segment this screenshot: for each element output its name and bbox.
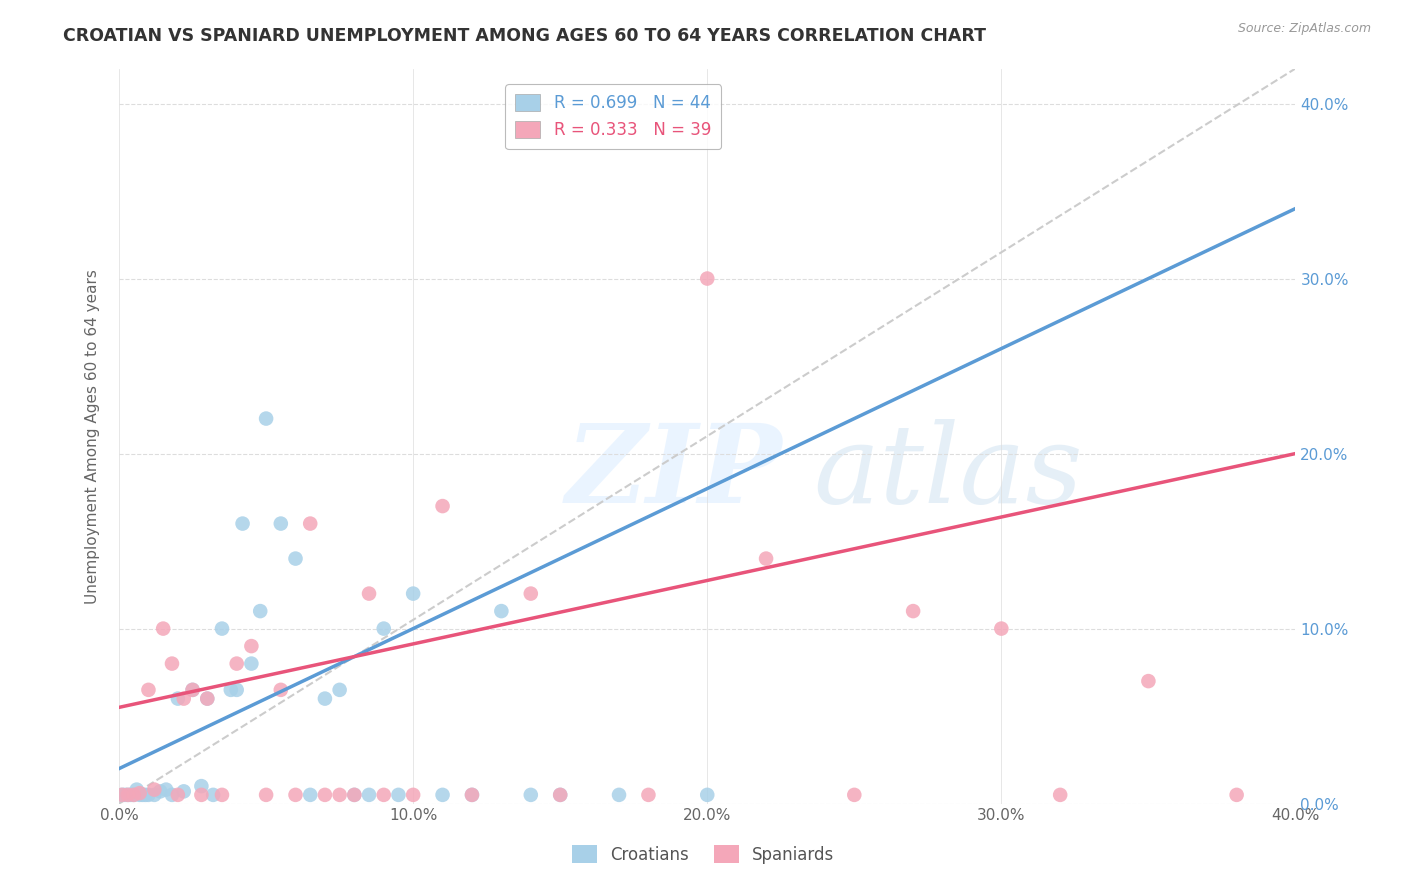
Point xyxy=(284,788,307,802)
Point xyxy=(173,691,195,706)
Point xyxy=(111,788,134,802)
Point xyxy=(461,788,484,802)
Text: CROATIAN VS SPANIARD UNEMPLOYMENT AMONG AGES 60 TO 64 YEARS CORRELATION CHART: CROATIAN VS SPANIARD UNEMPLOYMENT AMONG … xyxy=(63,27,986,45)
Point xyxy=(314,788,336,802)
Point xyxy=(181,682,204,697)
Point xyxy=(181,682,204,697)
Point xyxy=(249,604,271,618)
Legend: Croatians, Spaniards: Croatians, Spaniards xyxy=(565,838,841,871)
Point xyxy=(491,604,513,618)
Point xyxy=(270,516,292,531)
Text: Source: ZipAtlas.com: Source: ZipAtlas.com xyxy=(1237,22,1371,36)
Point xyxy=(696,788,718,802)
Point xyxy=(402,586,425,600)
Text: atlas: atlas xyxy=(813,419,1083,526)
Point xyxy=(190,788,212,802)
Point xyxy=(114,788,136,802)
Point xyxy=(240,639,263,653)
Point xyxy=(122,788,145,802)
Point xyxy=(240,657,263,671)
Point xyxy=(219,682,242,697)
Point xyxy=(232,516,254,531)
Point xyxy=(155,782,177,797)
Point xyxy=(357,586,380,600)
Text: ZIP: ZIP xyxy=(567,419,783,526)
Y-axis label: Unemployment Among Ages 60 to 64 years: Unemployment Among Ages 60 to 64 years xyxy=(86,268,100,604)
Point xyxy=(160,657,183,671)
Point xyxy=(329,682,352,697)
Point xyxy=(254,788,277,802)
Point xyxy=(138,682,160,697)
Point xyxy=(696,271,718,285)
Point xyxy=(299,788,322,802)
Point xyxy=(125,782,148,797)
Point xyxy=(1226,788,1249,802)
Point xyxy=(299,516,322,531)
Point xyxy=(432,499,454,513)
Point xyxy=(202,788,225,802)
Point xyxy=(211,788,233,802)
Point xyxy=(284,551,307,566)
Point xyxy=(357,788,380,802)
Point xyxy=(122,788,145,802)
Point xyxy=(520,586,543,600)
Point xyxy=(520,788,543,802)
Point xyxy=(149,784,172,798)
Point xyxy=(167,691,190,706)
Point xyxy=(131,788,153,802)
Point xyxy=(138,788,160,802)
Point xyxy=(755,551,778,566)
Point xyxy=(637,788,659,802)
Point xyxy=(254,411,277,425)
Point xyxy=(120,788,142,802)
Point xyxy=(314,691,336,706)
Point xyxy=(195,691,218,706)
Point xyxy=(225,682,247,697)
Point xyxy=(343,788,366,802)
Point xyxy=(111,788,134,802)
Point xyxy=(461,788,484,802)
Point xyxy=(195,691,218,706)
Point xyxy=(143,788,166,802)
Point xyxy=(1049,788,1071,802)
Point xyxy=(373,622,395,636)
Point xyxy=(173,784,195,798)
Point xyxy=(128,786,150,800)
Point xyxy=(225,657,247,671)
Point xyxy=(152,622,174,636)
Point xyxy=(211,622,233,636)
Point xyxy=(343,788,366,802)
Point xyxy=(160,788,183,802)
Point xyxy=(548,788,571,802)
Point xyxy=(128,788,150,802)
Point xyxy=(329,788,352,802)
Legend: R = 0.699   N = 44, R = 0.333   N = 39: R = 0.699 N = 44, R = 0.333 N = 39 xyxy=(505,84,721,149)
Point xyxy=(134,788,156,802)
Point xyxy=(387,788,409,802)
Point xyxy=(143,782,166,797)
Point xyxy=(432,788,454,802)
Point xyxy=(607,788,630,802)
Point xyxy=(844,788,866,802)
Point xyxy=(373,788,395,802)
Point xyxy=(402,788,425,802)
Point xyxy=(901,604,924,618)
Point xyxy=(990,622,1012,636)
Point xyxy=(270,682,292,697)
Point xyxy=(117,788,139,802)
Point xyxy=(1137,674,1160,689)
Point xyxy=(117,788,139,802)
Point xyxy=(548,788,571,802)
Point xyxy=(167,788,190,802)
Point xyxy=(190,779,212,793)
